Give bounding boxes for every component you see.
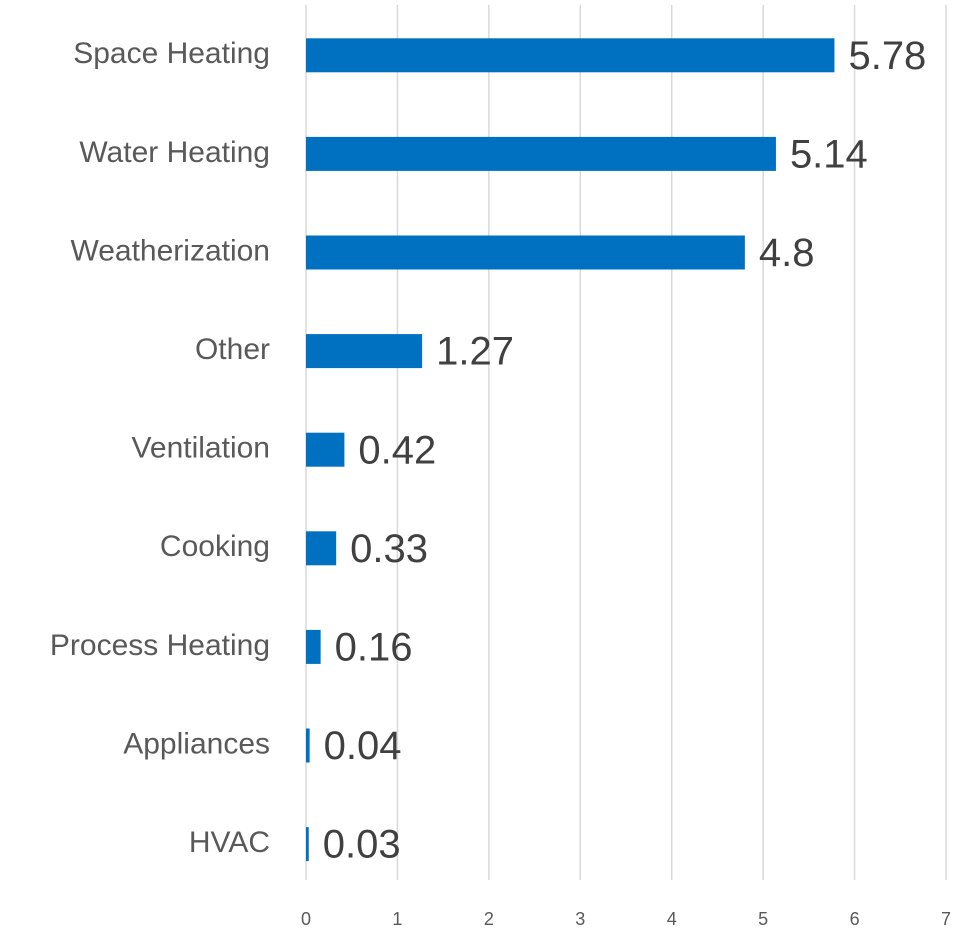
x-tick-label: 5 [758, 909, 768, 929]
data-label: 0.42 [358, 428, 436, 472]
y-tick-label: HVAC [189, 826, 270, 859]
y-tick-label: Other [195, 333, 270, 366]
bar [306, 827, 309, 862]
bar [306, 432, 345, 467]
y-tick-label: Cooking [160, 530, 270, 563]
data-label: 1.27 [436, 330, 514, 374]
x-tick-label: 7 [941, 909, 951, 929]
y-tick-label: Weatherization [70, 234, 270, 267]
x-tick-label: 1 [392, 909, 402, 929]
data-label: 0.03 [323, 823, 401, 867]
x-tick-label: 2 [484, 909, 494, 929]
bar [306, 38, 835, 73]
data-label: 0.16 [335, 625, 413, 669]
bar [306, 629, 321, 664]
data-label: 4.8 [759, 231, 815, 275]
bar [306, 136, 776, 171]
x-tick-label: 6 [850, 909, 860, 929]
y-tick-label: Process Heating [50, 629, 270, 662]
x-tick-label: 4 [667, 909, 677, 929]
y-tick-label: Space Heating [73, 37, 270, 70]
x-tick-label: 0 [301, 909, 311, 929]
data-label: 0.04 [324, 724, 402, 768]
data-label: 5.78 [848, 34, 926, 78]
x-tick-label: 3 [575, 909, 585, 929]
y-tick-label: Appliances [123, 727, 270, 760]
bar [306, 728, 310, 763]
data-label: 5.14 [790, 132, 868, 176]
data-label: 0.33 [350, 527, 428, 571]
bar [306, 531, 337, 566]
y-tick-label: Ventilation [132, 432, 270, 465]
bar [306, 334, 423, 369]
bar [306, 235, 745, 270]
y-tick-label: Water Heating [79, 136, 270, 169]
